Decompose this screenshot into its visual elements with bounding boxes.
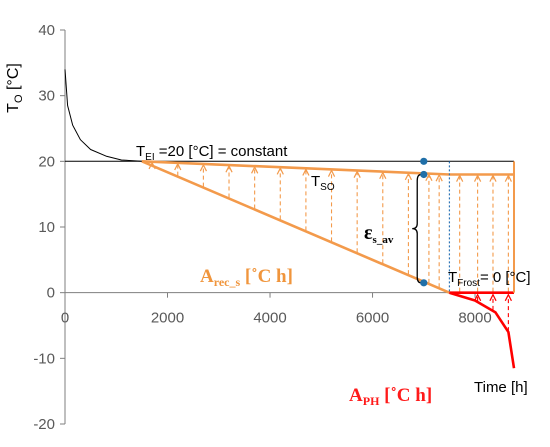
series-line — [64, 69, 142, 162]
epsilon-brace — [412, 173, 422, 284]
tso-label: TSO — [311, 173, 335, 193]
arec-sub: rec_s — [214, 275, 241, 289]
y-axis-label-sub: O — [13, 94, 25, 103]
arec-main: A — [200, 266, 214, 287]
tfrost-sub: Frost — [457, 278, 480, 289]
aph-label: APH [˚C h] — [349, 385, 432, 408]
y-axis-label: TO [°C] — [5, 63, 25, 113]
tso-main: T — [311, 173, 320, 190]
x-tick-label: 6000 — [356, 310, 389, 327]
data-point — [420, 279, 428, 287]
arec-unit: [˚C h] — [240, 266, 293, 287]
te-sub: EI — [145, 152, 154, 163]
te-constant-label: TEI =20 [°C] = constant — [136, 143, 288, 163]
tso-sub: SO — [320, 182, 335, 193]
eps-main: ε — [364, 222, 373, 244]
tfrost-main: T — [448, 269, 457, 286]
series-lines — [64, 69, 516, 369]
y-tick-label: 0 — [47, 285, 55, 302]
x-tick-label: 2000 — [151, 310, 184, 327]
eps-label: εs_av — [364, 222, 394, 246]
tick-labels: -20 -10 0 10 20 30 40 0 2000 4000 6000 8000 — [33, 22, 491, 433]
x-tick-label: 4000 — [253, 310, 286, 327]
y-axis-label-unit: [°C] — [5, 63, 22, 94]
area-arrows — [152, 163, 508, 332]
tfrost-label: TFrost= 0 [°C] — [448, 269, 531, 289]
series-line — [141, 160, 450, 294]
eps-sub: s_av — [373, 234, 394, 246]
aph-sub: PH — [363, 394, 380, 408]
y-tick-label: 30 — [38, 88, 55, 105]
series-line — [141, 160, 514, 176]
arec-label: Arec_s [˚C h] — [200, 266, 293, 289]
aph-unit: [˚C h] — [379, 385, 432, 406]
x-tick-label: 8000 — [458, 310, 491, 327]
te-rest: =20 [°C] = constant — [155, 143, 289, 160]
y-tick-label: -10 — [33, 350, 55, 367]
data-points — [420, 157, 428, 287]
data-point — [420, 170, 428, 179]
y-axis-label-main: T — [5, 103, 22, 113]
axes — [60, 29, 514, 425]
series-line — [449, 291, 516, 369]
y-tick-label: 20 — [38, 153, 55, 170]
te-main: T — [136, 143, 145, 160]
y-tick-label: 10 — [38, 219, 55, 236]
y-tick-label: 40 — [38, 22, 55, 39]
data-point — [420, 157, 428, 165]
x-axis-label: Time [h] — [474, 379, 528, 396]
y-tick-label: -20 — [33, 416, 55, 433]
x-tick-label: 0 — [61, 310, 69, 327]
aph-main: A — [349, 385, 363, 406]
tfrost-rest: = 0 [°C] — [480, 269, 531, 286]
